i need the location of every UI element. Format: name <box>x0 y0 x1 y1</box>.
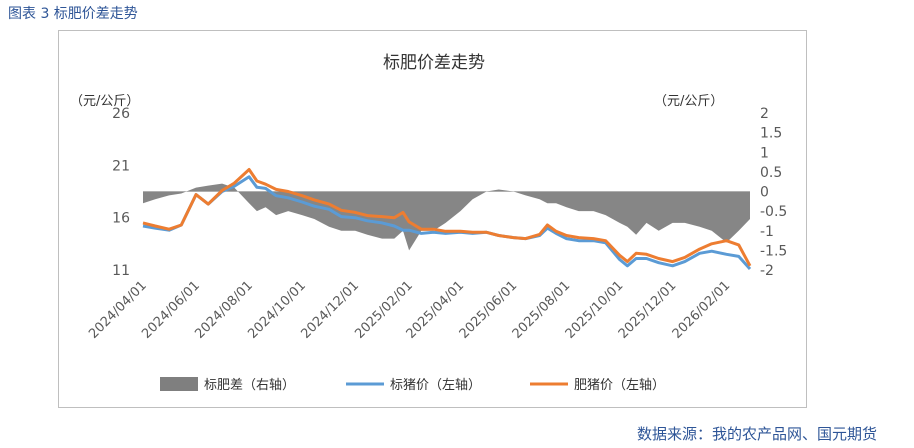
left-tick-label: 21 <box>112 158 130 174</box>
left-tick-label: 11 <box>112 263 130 279</box>
right-tick-label: 2 <box>760 106 769 122</box>
series-line-fat-hog <box>142 168 752 267</box>
data-source: 数据来源：我的农产品网、国元期货 <box>636 425 877 443</box>
left-tick-label: 26 <box>112 106 130 122</box>
right-tick-label: -0.5 <box>760 204 787 220</box>
right-tick-label: 0 <box>760 185 769 201</box>
series-area-spread <box>143 183 750 251</box>
series-line-standard-hog <box>142 175 752 271</box>
right-tick-label: 0.5 <box>760 165 782 181</box>
legend-label: 标肥差（右轴） <box>204 378 295 393</box>
legend-label: 肥猪价（左轴） <box>574 378 665 393</box>
right-axis-unit: （元/公斤） <box>654 94 723 109</box>
chart-frame <box>58 30 807 408</box>
legend-label: 标猪价（左轴） <box>390 378 481 393</box>
right-tick-label: -1 <box>760 224 774 240</box>
right-tick-label: 1.5 <box>760 126 782 142</box>
right-tick-label: 1 <box>760 145 769 161</box>
left-tick-label: 16 <box>112 211 130 227</box>
chart-title: 标肥价差走势 <box>383 53 485 73</box>
right-tick-label: -1.5 <box>760 243 787 259</box>
figure-caption: 图表 3 标肥价差走势 <box>8 6 138 22</box>
left-axis-unit: （元/公斤） <box>70 94 139 109</box>
right-tick-label: -2 <box>760 263 774 279</box>
legend-swatch-spread <box>160 377 198 391</box>
x-tick-label: 2026/02/01 <box>670 278 734 342</box>
